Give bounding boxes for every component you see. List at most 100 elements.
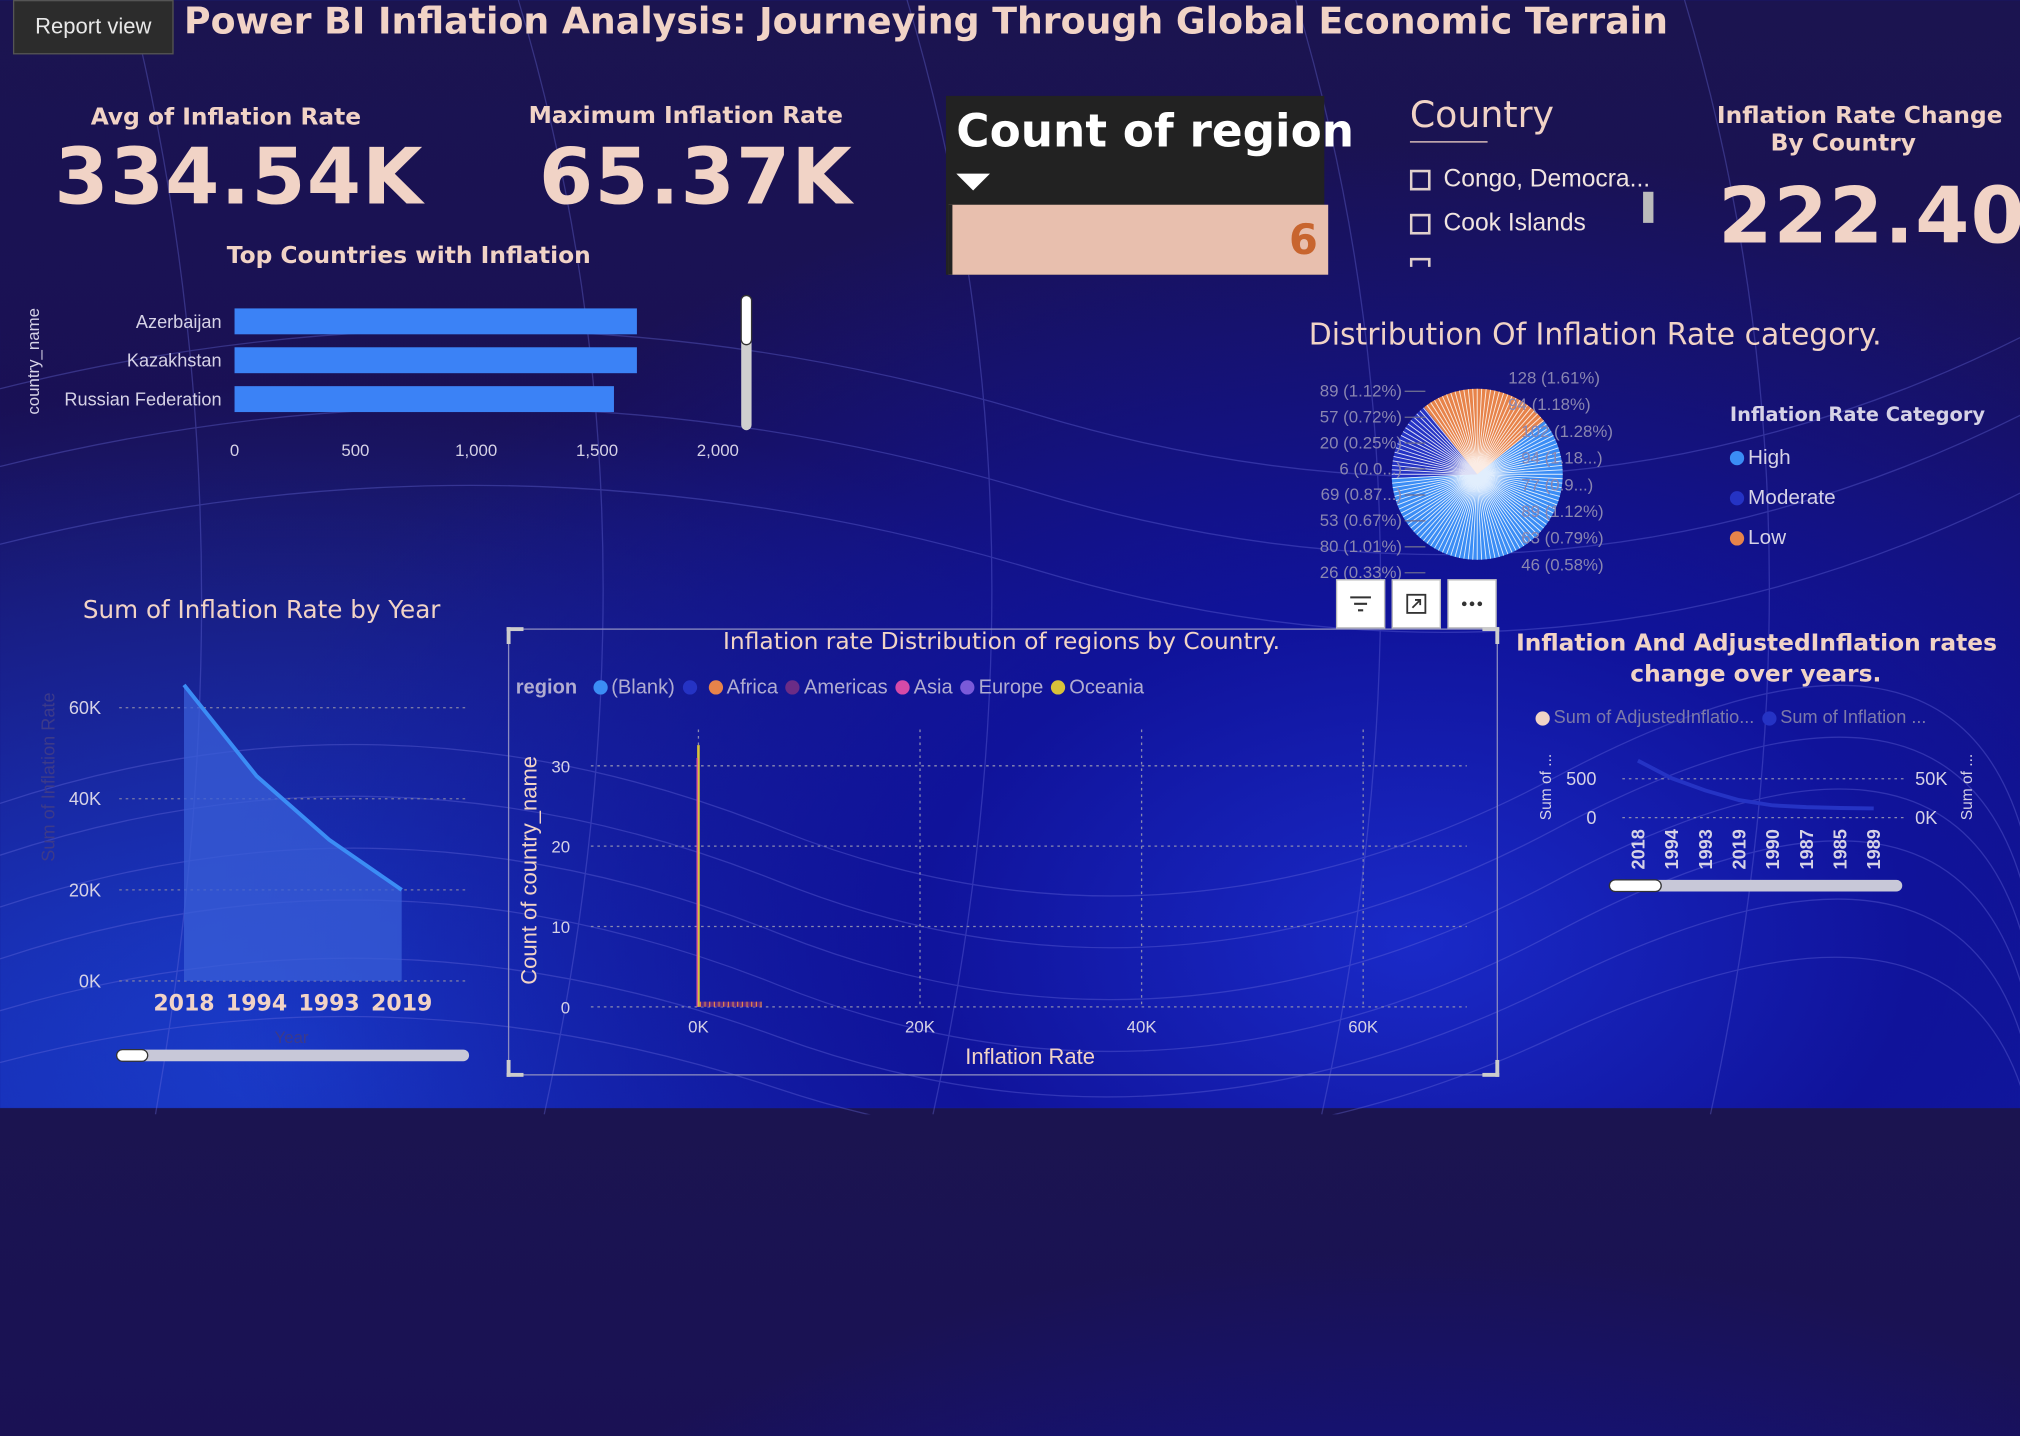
scatter-legend-item[interactable]: Asia (895, 676, 953, 698)
pie-divider (1477, 473, 1563, 480)
scatter-legend-item[interactable]: (Blank) (593, 676, 675, 698)
pie-divider (1476, 474, 1525, 547)
pie-divider (1391, 473, 1478, 480)
area-line (182, 683, 403, 892)
pie-legend-item[interactable]: Moderate (1729, 478, 1836, 518)
pie-title: Distribution Of Inflation Rate category. (1308, 318, 1882, 353)
pie-divider (1458, 474, 1478, 559)
pie-slice-dividers (1391, 388, 1563, 560)
pie-divider (1463, 474, 1478, 559)
pie-divider (1476, 473, 1532, 542)
scatter-point (727, 1001, 730, 1007)
scatter-legend-item[interactable]: Africa (708, 676, 778, 698)
scatter-legend-item[interactable]: Americas (785, 676, 888, 699)
scatter-x-tick: 20K (905, 1018, 936, 1037)
bar-chart-scroll-thumb[interactable] (740, 294, 753, 346)
pie-divider (1477, 435, 1554, 475)
pie-divider (1413, 416, 1478, 475)
slicer-item-congo[interactable]: Congo, Democra... (1409, 158, 1669, 202)
background-wave-grid (0, 0, 2020, 1115)
pie-divider (1476, 416, 1542, 475)
pie-divider (1454, 474, 1478, 557)
pie-divider (1476, 474, 1487, 560)
dual-x-tick: 1987 (1797, 829, 1817, 869)
scatter-legend-item[interactable] (682, 676, 701, 698)
bar-chart: country_name Azerbaijan Kazakhstan Russian… (24, 294, 753, 460)
pie-legend-item[interactable]: Low (1729, 518, 1836, 558)
slicer-item-cook-islands[interactable]: Cook Islands (1409, 202, 1669, 246)
resize-handle[interactable] (506, 627, 524, 645)
pie-divider (1437, 474, 1478, 551)
dual-legend-item[interactable]: Sum of Inflation ... (1762, 706, 1926, 727)
dropdown-triangle-icon[interactable] (956, 171, 990, 192)
checkbox-icon[interactable] (1409, 169, 1431, 191)
country-slicer-title: Country (1409, 93, 1554, 137)
pie-data-label: 69 (0.87...) (1321, 485, 1402, 504)
dual-x-tick: 1985 (1831, 829, 1851, 869)
pie-divider (1476, 390, 1496, 475)
area-y-tick: 0K (79, 971, 101, 991)
scatter-legend-item[interactable]: Oceania (1051, 676, 1144, 698)
more-options-icon[interactable] (1447, 579, 1497, 629)
scatter-chart: 30 20 10 0 0K 20K 40K 60K Count of country_name I… (516, 729, 1467, 1069)
area-x-tick: 2019 (371, 992, 432, 1017)
pie-divider (1477, 473, 1560, 497)
resize-handle[interactable] (1482, 1059, 1500, 1077)
legend-dot (1729, 491, 1745, 506)
filter-icon[interactable] (1335, 579, 1386, 629)
checkbox-icon[interactable] (1409, 257, 1431, 267)
count-region-card[interactable]: Count of region 6 (945, 95, 1354, 275)
pie-divider (1446, 394, 1478, 475)
checkbox-icon[interactable] (1409, 213, 1431, 235)
scatter-point (730, 1001, 733, 1007)
pie-divider (1477, 473, 1561, 493)
legend-label: Oceania (1069, 676, 1145, 699)
country-slicer[interactable]: Country Congo, Democra... Cook Islands (1409, 93, 1669, 267)
dual-scrollbar (1609, 879, 1903, 892)
dual-left-tick: 500 (1566, 769, 1596, 789)
pie-divider (1454, 391, 1478, 475)
slicer-item-partial[interactable] (1409, 246, 1669, 267)
area-chart: 60K 40K 20K 0K 2018 1994 1993 2019 Sum of Inflat… (38, 683, 470, 1062)
kpi-change-label-line1: Inflation Rate Change (1716, 102, 2003, 130)
scatter-point (710, 1001, 712, 1007)
scatter-point (699, 1001, 702, 1007)
focus-mode-icon[interactable] (1391, 579, 1441, 629)
scatter-chart-frame[interactable] (506, 627, 1500, 1077)
pie-divider (1476, 399, 1521, 475)
pie-divider (1476, 473, 1535, 539)
scatter-point (707, 1001, 709, 1007)
resize-handle[interactable] (506, 1059, 524, 1077)
scatter-y-tick: 0 (561, 998, 570, 1017)
pie-divider (1476, 474, 1509, 555)
dual-legend-item[interactable]: Sum of AdjustedInflatio... (1535, 706, 1754, 727)
pie-divider (1476, 404, 1528, 475)
report-view-tab[interactable]: Report view (12, 0, 174, 55)
area-x-tick: 1994 (226, 992, 287, 1017)
resize-handle[interactable] (1482, 627, 1500, 645)
legend-dot (1729, 531, 1745, 546)
pie-data-label: 6 (0.0...) (1339, 459, 1402, 478)
legend-dot (1762, 711, 1777, 726)
pie-legend-item[interactable]: High (1729, 438, 1836, 478)
pie-divider (1394, 473, 1478, 497)
dual-right-label: Sum of ... (1959, 754, 1976, 820)
pie-divider (1476, 474, 1496, 559)
slicer-scrollbar[interactable] (1643, 191, 1654, 223)
pie-divider (1416, 413, 1478, 475)
legend-label: Americas (803, 676, 888, 699)
dual-scroll-thumb (1608, 879, 1662, 893)
pie-divider (1477, 443, 1558, 475)
pie-divider (1477, 460, 1562, 475)
scatter-legend-item[interactable]: Europe (960, 676, 1043, 698)
area-chart-title: Sum of Inflation Rate by Year (82, 596, 441, 625)
pie-divider (1392, 464, 1478, 475)
scatter-point (702, 1001, 705, 1007)
pie-divider (1410, 420, 1478, 475)
pie-divider (1477, 451, 1560, 475)
scatter-point (746, 1001, 748, 1007)
pie-divider (1430, 402, 1478, 475)
scatter-point (740, 1001, 742, 1007)
pie-divider (1476, 474, 1505, 556)
pie-data-label: 128 (1.61%) (1508, 369, 1600, 388)
